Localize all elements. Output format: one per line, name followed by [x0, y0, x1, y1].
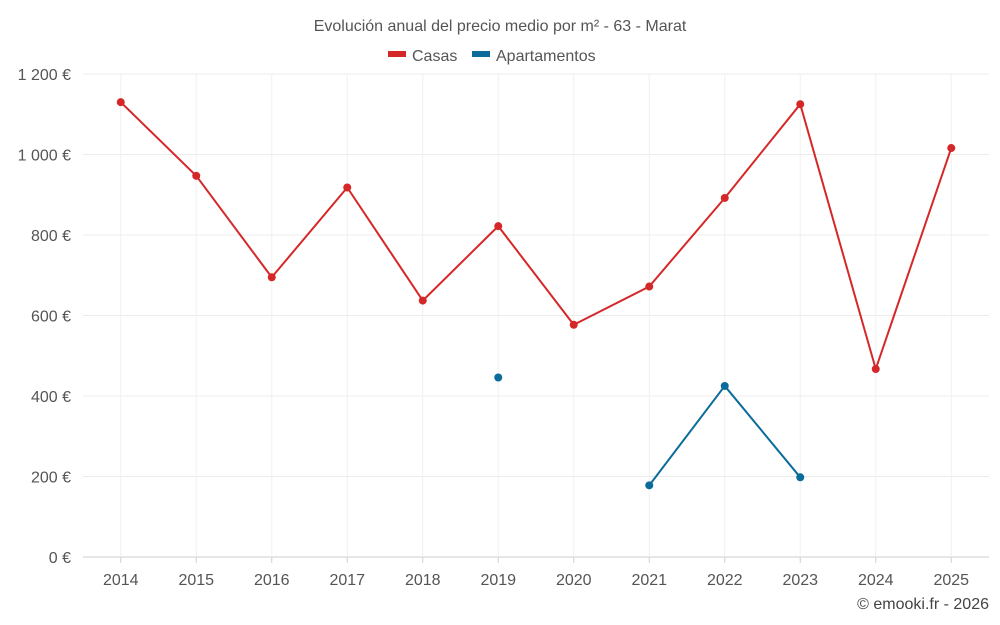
y-tick-label: 1 200 € — [18, 67, 71, 84]
x-tick-label: 2016 — [254, 572, 290, 589]
legend-swatch-casas — [388, 51, 406, 57]
y-tick-label: 0 € — [49, 550, 71, 567]
legend: Casas Apartamentos — [388, 48, 596, 65]
y-tick-label: 600 € — [31, 309, 71, 326]
x-tick-label: 2020 — [556, 572, 592, 589]
data-point-casas[interactable] — [796, 100, 805, 109]
y-tick-label: 1 000 € — [18, 148, 71, 165]
y-axis: 0 € 200 € 400 € 600 € 800 € 1 000 € 1 200 € — [18, 67, 71, 567]
x-axis: 2014 2015 2016 2017 2018 2019 2020 2021 2022 2023… — [103, 557, 969, 589]
series-line-casas — [120, 101, 953, 371]
data-point-casas[interactable] — [947, 144, 956, 153]
data-point-apartamentos[interactable] — [720, 381, 729, 390]
series-apartamentos — [494, 373, 805, 490]
data-point-casas[interactable] — [343, 183, 352, 192]
x-tick-label: 2023 — [782, 572, 818, 589]
data-point-casas[interactable] — [192, 171, 201, 180]
x-tick-label: 2019 — [480, 572, 516, 589]
data-point-casas[interactable] — [494, 222, 503, 231]
legend-swatch-apartamentos — [472, 51, 490, 57]
y-tick-label: 800 € — [31, 228, 71, 245]
x-tick-label: 2015 — [178, 572, 214, 589]
x-tick-label: 2025 — [933, 572, 969, 589]
data-point-apartamentos[interactable] — [645, 481, 654, 490]
data-point-casas[interactable] — [116, 98, 125, 107]
y-tick-label: 400 € — [31, 389, 71, 406]
legend-label-casas: Casas — [412, 48, 457, 65]
data-point-casas[interactable] — [645, 282, 654, 291]
data-point-casas[interactable] — [720, 193, 729, 202]
data-point-casas[interactable] — [418, 296, 427, 305]
legend-label-apartamentos: Apartamentos — [496, 48, 596, 65]
data-point-apartamentos[interactable] — [494, 373, 503, 382]
x-tick-label: 2022 — [707, 572, 743, 589]
grid — [83, 73, 989, 558]
x-tick-label: 2014 — [103, 572, 139, 589]
chart-title: Evolución anual del precio medio por m² … — [314, 18, 687, 35]
data-point-apartamentos[interactable] — [796, 473, 805, 482]
y-tick-label: 200 € — [31, 470, 71, 487]
data-point-casas[interactable] — [871, 365, 880, 374]
data-point-casas[interactable] — [569, 320, 578, 329]
x-tick-label: 2024 — [858, 572, 894, 589]
x-tick-label: 2018 — [405, 572, 441, 589]
data-point-casas[interactable] — [267, 273, 276, 282]
credit-text: © emooki.fr - 2026 — [857, 596, 989, 613]
series-layer — [116, 98, 956, 490]
x-tick-label: 2017 — [329, 572, 365, 589]
x-tick-label: 2021 — [631, 572, 667, 589]
series-casas — [116, 98, 956, 374]
